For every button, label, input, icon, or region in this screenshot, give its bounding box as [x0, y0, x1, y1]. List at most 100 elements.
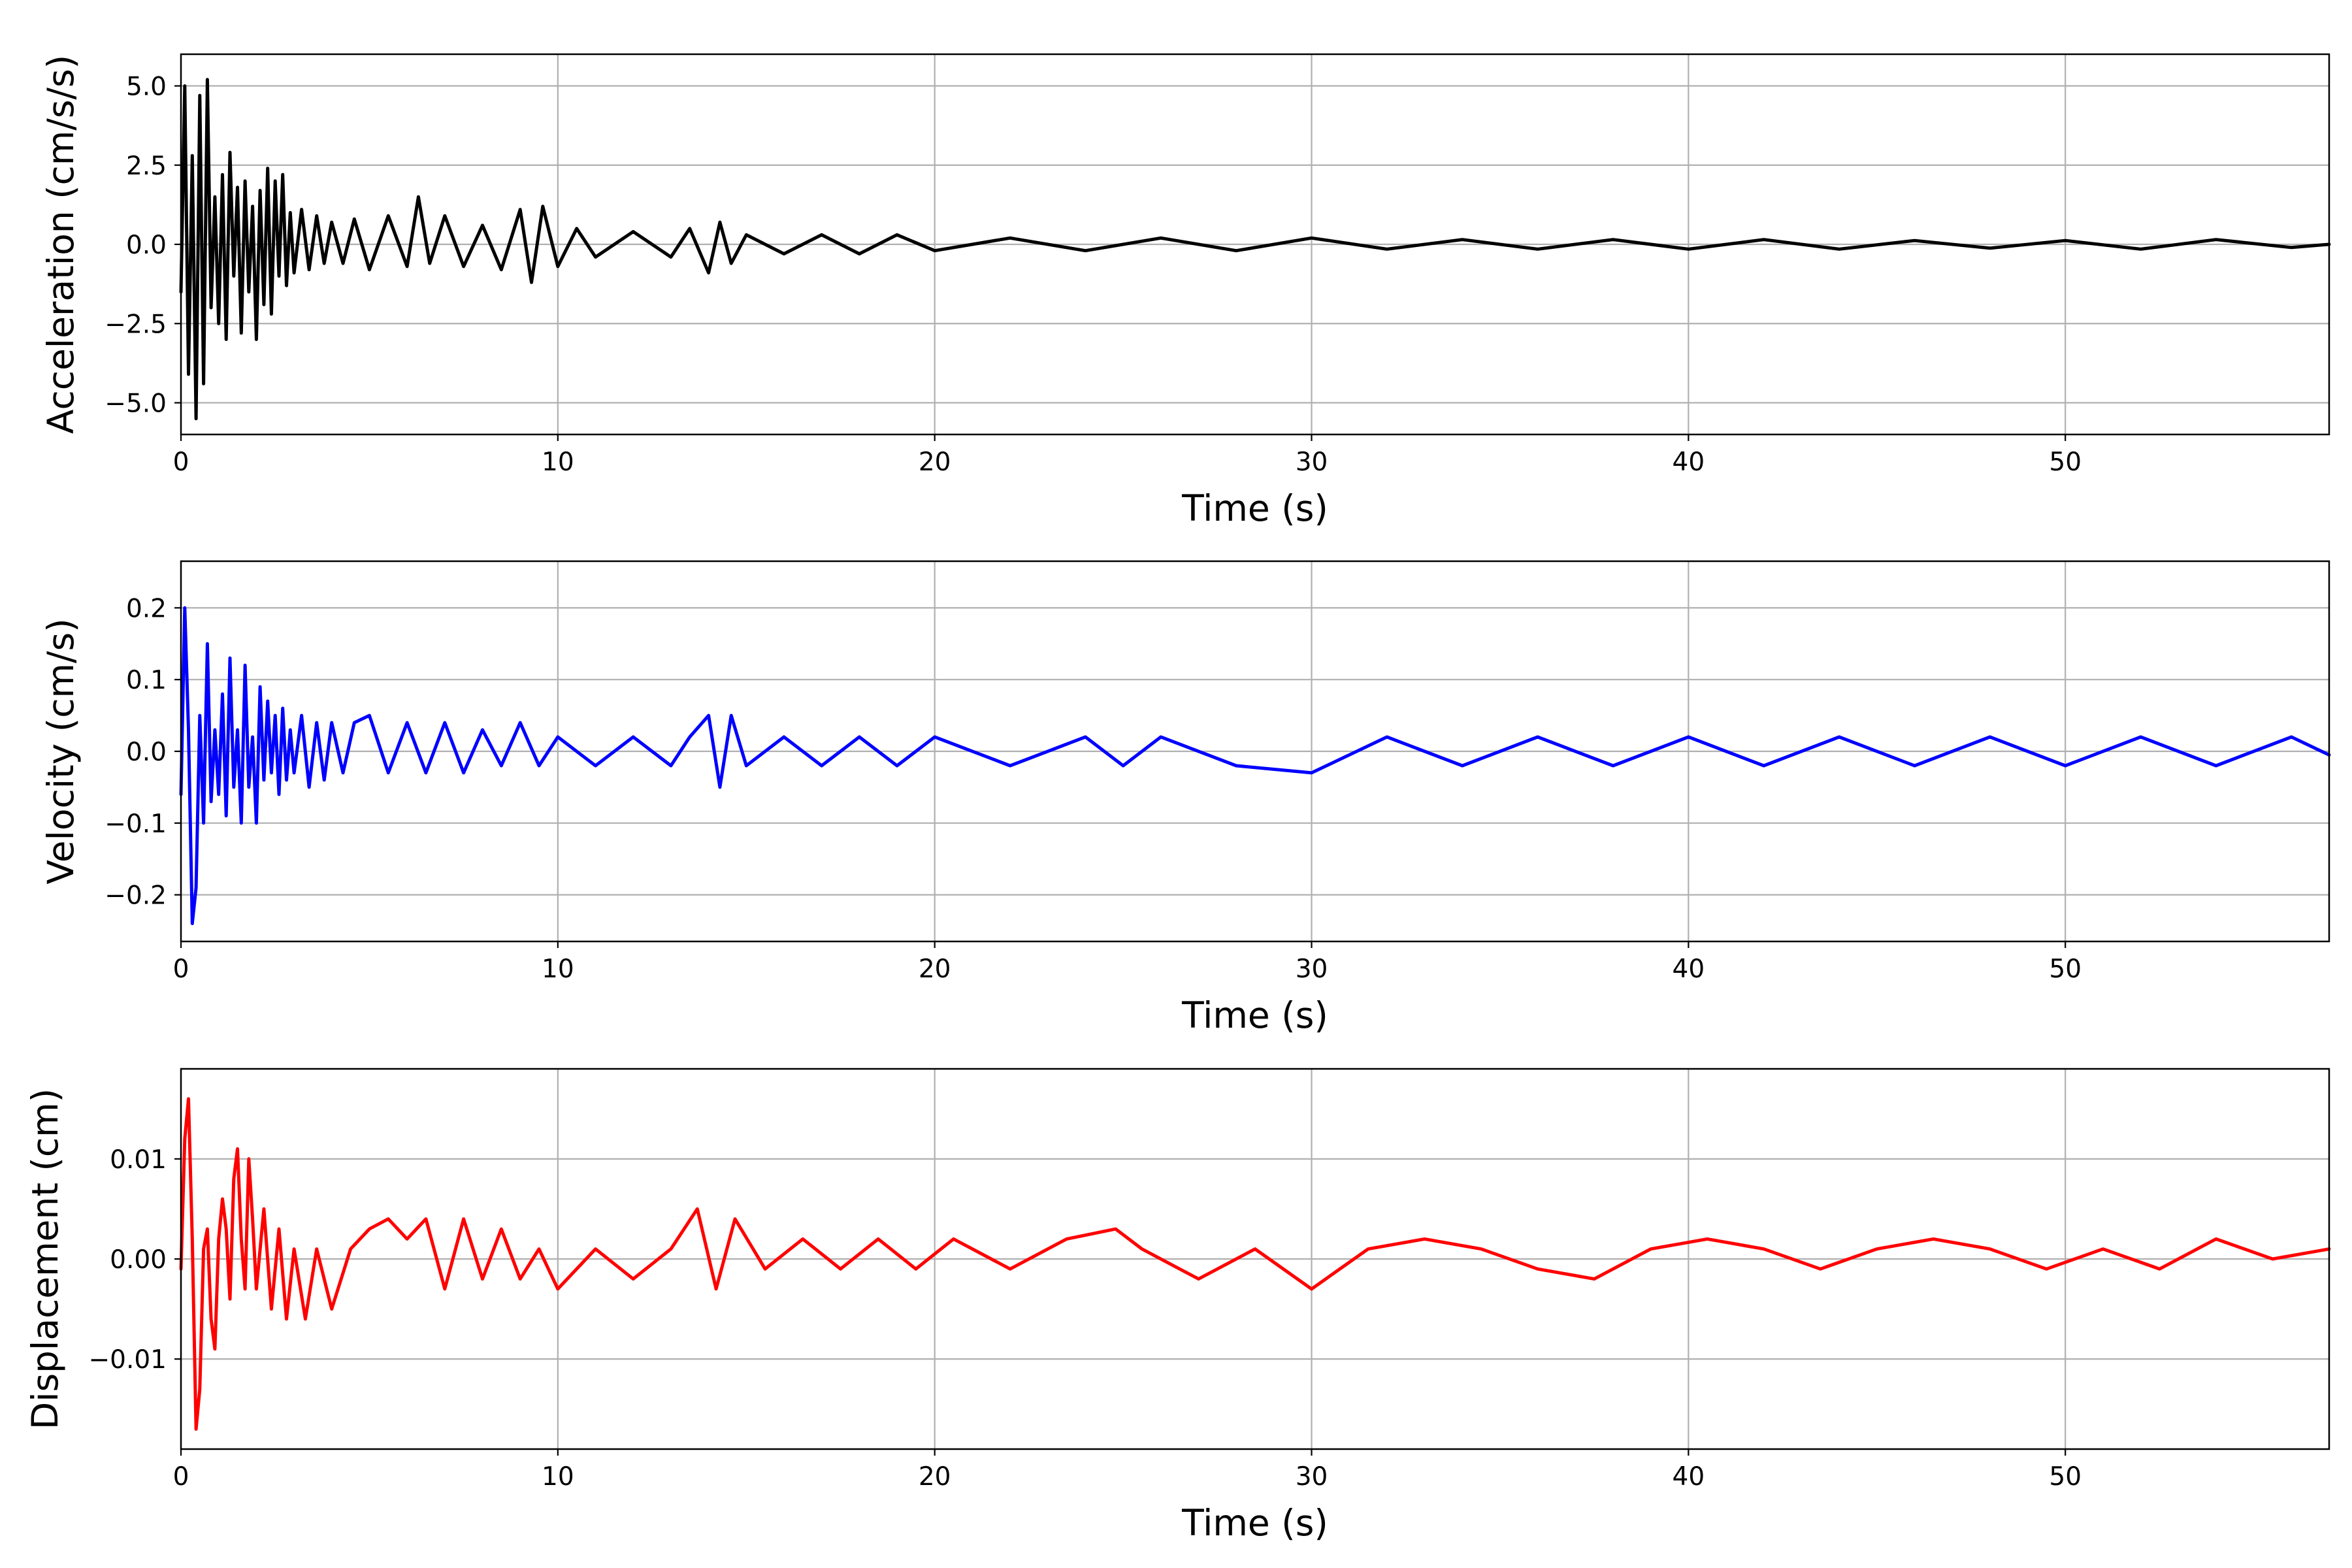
velocity-data-point [1009, 764, 1011, 767]
acceleration-data-point [1537, 248, 1539, 250]
acceleration-data-point [214, 196, 216, 198]
acceleration-data-point [233, 275, 235, 277]
displacement-data-point [2102, 1248, 2104, 1250]
acceleration-data-point [274, 180, 276, 182]
displacement-data-point [221, 1198, 223, 1200]
acceleration-data-point [519, 208, 521, 210]
displacement-data-point [557, 1288, 559, 1290]
velocity-data-point [934, 736, 936, 738]
velocity-data-point [730, 714, 732, 717]
velocity-data-point [858, 736, 860, 738]
displacement-y-tick-label: −0.01 [88, 1345, 167, 1375]
velocity-y-tick-label: 0.2 [126, 594, 167, 623]
velocity-data-point [203, 822, 204, 825]
velocity-data-point [191, 923, 193, 924]
velocity-data-point [218, 793, 220, 796]
acceleration-data-point [531, 282, 532, 284]
displacement-data-point [877, 1238, 879, 1240]
displacement-x-tick-label: 40 [1673, 1462, 1705, 1492]
acceleration-data-point [1311, 237, 1313, 239]
acceleration-data-point [542, 205, 544, 207]
velocity-data-point [184, 607, 186, 609]
displacement-data-point [214, 1348, 216, 1350]
displacement-data-point [1367, 1248, 1369, 1250]
velocity-y-tick-label: −0.2 [105, 881, 167, 911]
panel-acceleration: 0 10 20 30 40 50 −5.0 −2.5 0.0 2.5 5.0 Time (s) Ac… [40, 53, 2331, 529]
velocity-data-point [1763, 764, 1765, 767]
velocity-series-line [179, 606, 2331, 925]
acceleration-data-point [745, 234, 747, 236]
velocity-data-point [221, 693, 223, 695]
velocity-data-point [188, 728, 189, 731]
velocity-data-point [248, 786, 250, 789]
displacement-x-tick-label: 0 [173, 1462, 189, 1492]
displacement-data-point [1009, 1268, 1011, 1270]
displacement-data-point [237, 1148, 238, 1150]
acceleration-data-point [267, 167, 269, 169]
displacement-data-point [293, 1248, 295, 1250]
displacement-data-point [1989, 1248, 1991, 1250]
acceleration-data-point [342, 262, 344, 265]
acceleration-x-axis-label: Time (s) [1181, 487, 1328, 529]
panel-displacement: 0 10 20 30 40 50 −0.01 0.00 0.01 Time (s) Displa… [24, 1068, 2331, 1544]
acceleration-data-point [406, 265, 408, 268]
displacement-y-axis-label: Displacement (cm) [24, 1088, 66, 1429]
velocity-data-point [353, 721, 355, 724]
velocity-data-point [387, 772, 389, 774]
displacement-data-point [218, 1238, 220, 1240]
acceleration-data-point [210, 306, 212, 309]
displacement-data-point [199, 1388, 201, 1390]
velocity-data-point [1537, 736, 1539, 738]
velocity-data-point [255, 822, 257, 825]
displacement-data-point [304, 1318, 306, 1320]
acceleration-data-point [1160, 237, 1162, 239]
acceleration-data-point [708, 272, 710, 274]
displacement-data-point [206, 1228, 208, 1230]
velocity-data-point [229, 657, 231, 659]
velocity-grid [181, 561, 2329, 941]
acceleration-data-point [2291, 246, 2293, 249]
displacement-data-point [1480, 1248, 1482, 1250]
acceleration-data-point [244, 180, 246, 182]
velocity-data-point [293, 772, 295, 774]
acceleration-y-tick-label: −5.0 [105, 389, 167, 419]
displacement-data-point [1933, 1238, 1935, 1240]
acceleration-y-tick-label: 5.0 [126, 73, 167, 102]
displacement-data-point [195, 1428, 197, 1430]
displacement-data-point [255, 1288, 257, 1290]
velocity-data-point [2065, 764, 2066, 767]
displacement-data-point [500, 1228, 502, 1230]
acceleration-data-point [1612, 238, 1614, 240]
displacement-data-point [184, 1138, 186, 1140]
displacement-data-point [2159, 1268, 2161, 1270]
acceleration-data-point [259, 189, 261, 191]
displacement-data-point [444, 1288, 446, 1290]
displacement-data-point [278, 1228, 280, 1230]
acceleration-data-point [934, 250, 936, 252]
acceleration-data-point [2215, 238, 2217, 240]
velocity-data-point [1989, 736, 1991, 738]
acceleration-data-point [229, 152, 231, 154]
acceleration-data-point [1989, 247, 1991, 250]
acceleration-data-point [557, 265, 559, 268]
acceleration-data-point [206, 78, 208, 81]
acceleration-data-point [632, 231, 634, 233]
acceleration-data-point [316, 215, 318, 217]
acceleration-data-point [270, 313, 272, 315]
displacement-y-tick-label: 0.00 [110, 1245, 167, 1275]
velocity-data-point [896, 764, 898, 767]
displacement-data-point [1311, 1288, 1313, 1290]
displacement-data-point [1820, 1268, 1821, 1270]
velocity-data-point [274, 714, 276, 717]
acceleration-data-point [730, 262, 732, 265]
velocity-data-point [1612, 764, 1614, 767]
velocity-data-point [1914, 764, 1916, 767]
acceleration-data-point [1838, 248, 1840, 250]
acceleration-data-point [482, 224, 483, 227]
displacement-data-point [286, 1318, 287, 1320]
velocity-data-point [195, 887, 197, 889]
displacement-data-point [188, 1098, 189, 1100]
acceleration-data-point [719, 221, 721, 223]
velocity-data-point [1311, 772, 1313, 774]
velocity-data-point [267, 700, 269, 702]
